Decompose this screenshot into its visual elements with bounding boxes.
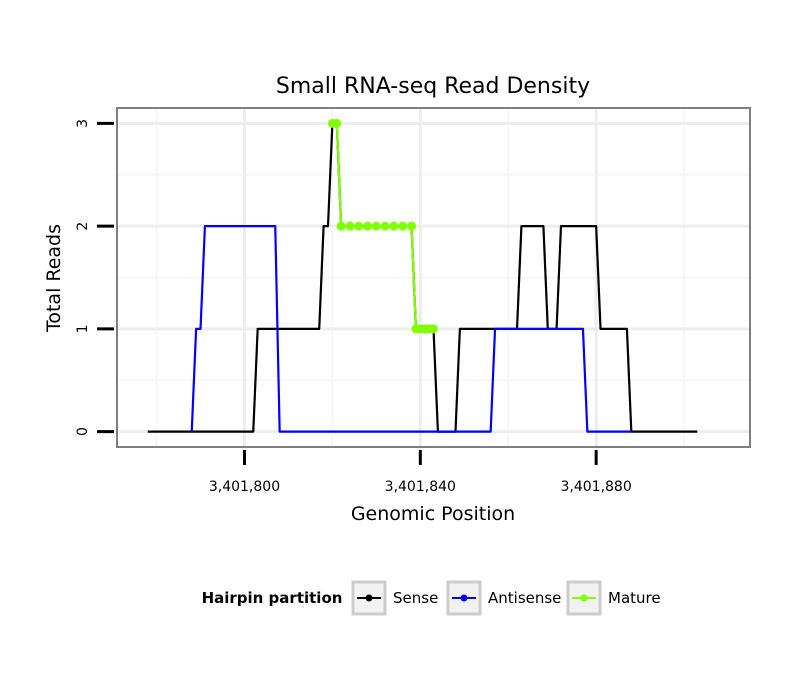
legend-label-mature: Mature (608, 589, 661, 607)
series-layer (147, 118, 698, 433)
legend-point-antisense (460, 594, 468, 602)
y-tick-label: 1 (75, 324, 91, 333)
x-axis-title: Genomic Position (351, 503, 515, 525)
point-mature (345, 221, 355, 231)
legend-item-sense: Sense (351, 580, 438, 616)
point-mature (371, 221, 381, 231)
legend-point-mature (580, 594, 588, 602)
legend-label-antisense: Antisense (488, 589, 561, 607)
y-axis-title: Total Reads (43, 224, 65, 333)
y-tick-label: 3 (75, 119, 91, 128)
legend-item-antisense: Antisense (446, 580, 561, 616)
x-axis: 3,401,800 3,401,840 3,401,880 (209, 450, 632, 495)
point-mature (407, 221, 417, 231)
point-mature (354, 221, 364, 231)
legend: Hairpin partition Sense Antisense Mature (202, 580, 661, 616)
point-mature (389, 221, 399, 231)
x-tick-label: 3,401,880 (561, 479, 632, 495)
point-mature (398, 221, 408, 231)
point-mature (380, 221, 390, 231)
legend-point-sense (365, 594, 373, 602)
point-mature (332, 118, 342, 128)
plot-panel-border (116, 107, 751, 448)
legend-label-sense: Sense (393, 589, 438, 607)
series-line-antisense (190, 225, 632, 433)
x-tick-label: 3,401,800 (209, 479, 280, 495)
point-mature (363, 221, 373, 231)
y-tick-label: 0 (75, 427, 91, 436)
y-axis: 0 1 2 3 (75, 119, 114, 436)
chart-title: Small RNA-seq Read Density (276, 74, 590, 99)
x-tick-label: 3,401,840 (385, 479, 456, 495)
legend-item-mature: Mature (566, 580, 661, 616)
y-tick-label: 2 (75, 222, 91, 231)
point-mature (336, 221, 346, 231)
point-mature (429, 324, 438, 334)
grid-lines (117, 108, 750, 447)
legend-title: Hairpin partition (202, 589, 343, 607)
